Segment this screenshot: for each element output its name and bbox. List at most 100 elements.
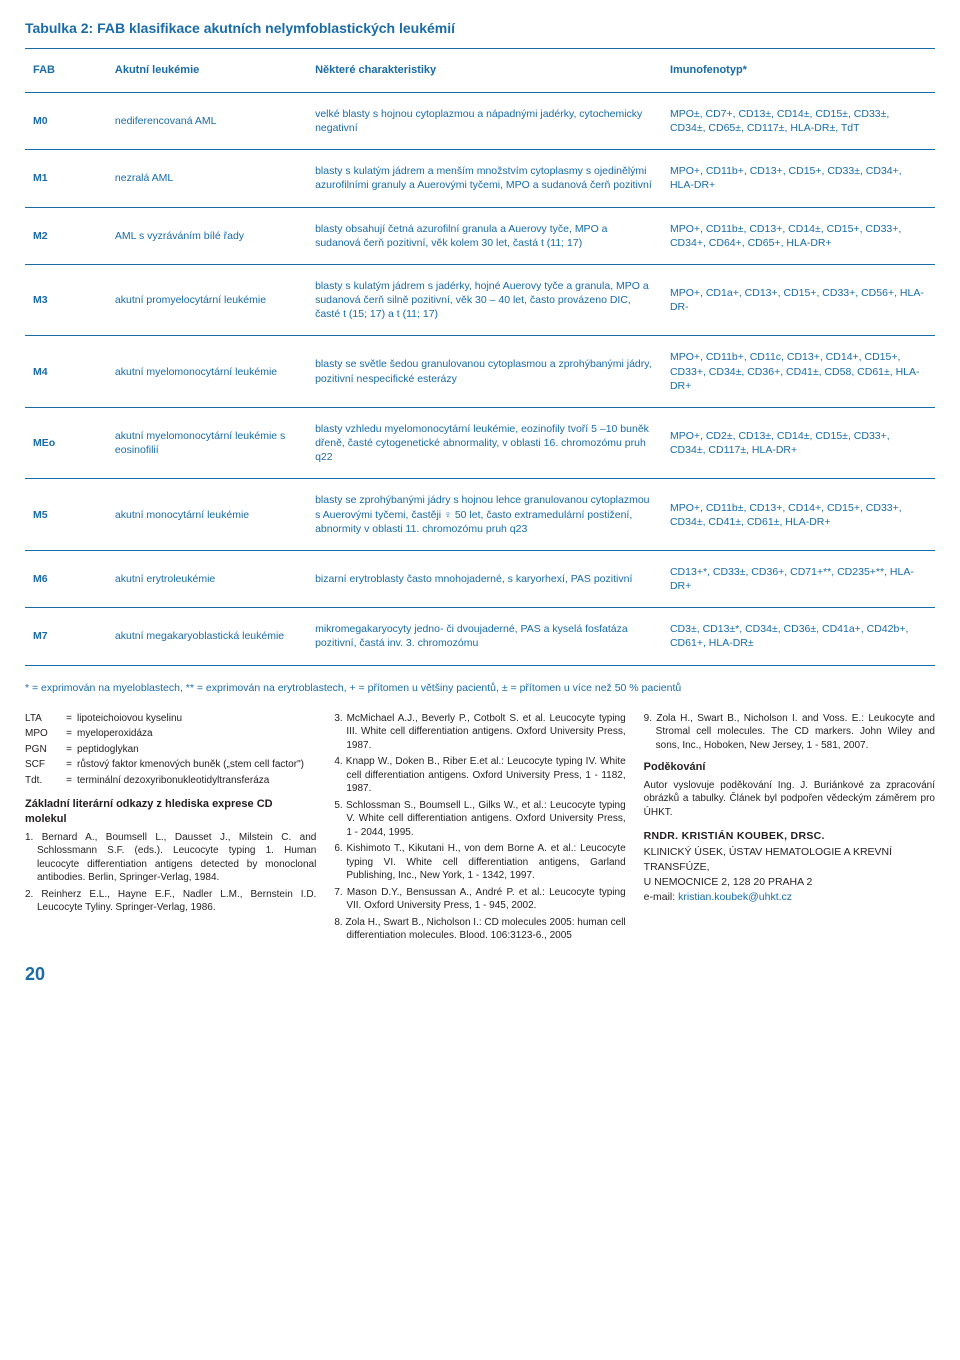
table-row: M2AML s vyzráváním bílé řadyblasty obsah… (25, 207, 935, 264)
abbr-row: MPO=myeloperoxidáza (25, 727, 316, 741)
table-cell: M7 (25, 608, 107, 665)
ack-body: Autor vyslovuje poděkování Ing. J. Buriá… (644, 779, 935, 820)
author-email-line: e-mail: kristian.koubek@uhkt.cz (644, 890, 935, 905)
bottom-columns: LTA=lipoteichoiovou kyselinuMPO=myeloper… (25, 712, 935, 946)
reference-item: 8. Zola H., Swart B., Nicholson I.: CD m… (334, 916, 625, 943)
reference-item: 9. Zola H., Swart B., Nicholson I. and V… (644, 712, 935, 753)
table-row: M1nezralá AMLblasty s kulatým jádrem a m… (25, 150, 935, 207)
abbr-key: PGN (25, 743, 61, 757)
abbr-key: Tdt. (25, 774, 61, 788)
abbr-row: LTA=lipoteichoiovou kyselinu (25, 712, 316, 726)
author-name: RNDR. KRISTIÁN KOUBEK, DRSC. (644, 829, 935, 844)
abbr-eq: = (61, 743, 77, 757)
column-right: 9. Zola H., Swart B., Nicholson I. and V… (644, 712, 935, 946)
abbr-key: MPO (25, 727, 61, 741)
abbr-eq: = (61, 727, 77, 741)
table-cell: blasty se zprohýbanými jádry s hojnou le… (307, 479, 662, 551)
table-row: M6akutní erytroleukémiebizarní erytrobla… (25, 550, 935, 607)
table-cell: CD3±, CD13±*, CD34±, CD36±, CD41a+, CD42… (662, 608, 935, 665)
table-cell: MPO+, CD11b+, CD13+, CD15+, CD33±, CD34+… (662, 150, 935, 207)
references-title: Základní literární odkazy z hlediska exp… (25, 797, 316, 827)
table-cell: blasty s kulatým jádrem a menším množstv… (307, 150, 662, 207)
references-left: 1. Bernard A., Boumsell L., Dausset J., … (25, 831, 316, 915)
author-affiliation: KLINICKÝ ÚSEK, ÚSTAV HEMATOLOGIE A KREVN… (644, 845, 935, 875)
table-row: M5akutní monocytární leukémieblasty se z… (25, 479, 935, 551)
table-cell: MPO+, CD2±, CD13±, CD14±, CD15±, CD33+, … (662, 407, 935, 479)
table-cell: velké blasty s hojnou cytoplazmou a nápa… (307, 92, 662, 149)
table-row: M0nediferencovaná AMLvelké blasty s hojn… (25, 92, 935, 149)
table-cell: akutní monocytární leukémie (107, 479, 307, 551)
table-cell: AML s vyzráváním bílé řady (107, 207, 307, 264)
author-address: U NEMOCNICE 2, 128 20 PRAHA 2 (644, 875, 935, 890)
table-cell: M1 (25, 150, 107, 207)
table-cell: CD13+*, CD33±, CD36+, CD71+**, CD235+**,… (662, 550, 935, 607)
table-cell: M2 (25, 207, 107, 264)
author-email-link[interactable]: kristian.koubek@uhkt.cz (678, 891, 792, 903)
fab-table: FAB Akutní leukémie Některé charakterist… (25, 48, 935, 666)
table-cell: M0 (25, 92, 107, 149)
table-cell: akutní megakaryoblastická leukémie (107, 608, 307, 665)
abbr-value: terminální dezoxyribonukleotidyltransfer… (77, 774, 316, 788)
table-cell: M3 (25, 264, 107, 336)
table-cell: M6 (25, 550, 107, 607)
table-title: Tabulka 2: FAB klasifikace akutních nely… (25, 20, 935, 36)
col-header: Některé charakteristiky (307, 49, 662, 93)
reference-item: 5. Schlossman S., Boumsell L., Gilks W.,… (334, 799, 625, 840)
col-header: FAB (25, 49, 107, 93)
abbr-eq: = (61, 712, 77, 726)
table-cell: MPO+, CD11b±, CD13+, CD14+, CD15+, CD33+… (662, 479, 935, 551)
page-number: 20 (25, 964, 935, 985)
table-row: M3akutní promyelocytární leukémieblasty … (25, 264, 935, 336)
table-cell: blasty s kulatým jádrem s jadérky, hojné… (307, 264, 662, 336)
col-header: Akutní leukémie (107, 49, 307, 93)
table-row: MEoakutní myelomonocytární leukémie s eo… (25, 407, 935, 479)
abbr-row: Tdt.=terminální dezoxyribonukleotidyltra… (25, 774, 316, 788)
reference-item: 3. McMichael A.J., Beverly P., Cotbolt S… (334, 712, 625, 753)
references-middle: 3. McMichael A.J., Beverly P., Cotbolt S… (334, 712, 625, 943)
table-header-row: FAB Akutní leukémie Některé charakterist… (25, 49, 935, 93)
abbr-value: lipoteichoiovou kyselinu (77, 712, 316, 726)
ack-title: Poděkování (644, 760, 935, 775)
table-cell: akutní myelomonocytární leukémie (107, 336, 307, 408)
table-cell: MPO+, CD11b+, CD11c, CD13+, CD14+, CD15+… (662, 336, 935, 408)
table-cell: bizarní erytroblasty často mnohojaderné,… (307, 550, 662, 607)
table-cell: nezralá AML (107, 150, 307, 207)
table-footnote: * = exprimován na myeloblastech, ** = ex… (25, 682, 935, 694)
reference-item: 6. Kishimoto T., Kikutani H., von dem Bo… (334, 842, 625, 883)
author-block: RNDR. KRISTIÁN KOUBEK, DRSC. KLINICKÝ ÚS… (644, 829, 935, 905)
table-cell: blasty obsahují četná azurofilní granula… (307, 207, 662, 264)
table-cell: mikromegakaryocyty jedno- či dvoujaderné… (307, 608, 662, 665)
table-cell: MPO+, CD1a+, CD13+, CD15+, CD33+, CD56+,… (662, 264, 935, 336)
table-cell: akutní myelomonocytární leukémie s eosin… (107, 407, 307, 479)
email-label: e-mail: (644, 891, 678, 903)
table-cell: blasty se světle šedou granulovanou cyto… (307, 336, 662, 408)
abbr-value: peptidoglykan (77, 743, 316, 757)
table-row: M7akutní megakaryoblastická leukémiemikr… (25, 608, 935, 665)
table-cell: MPO+, CD11b±, CD13+, CD14±, CD15+, CD33+… (662, 207, 935, 264)
abbreviation-list: LTA=lipoteichoiovou kyselinuMPO=myeloper… (25, 712, 316, 788)
table-cell: M5 (25, 479, 107, 551)
references-right: 9. Zola H., Swart B., Nicholson I. and V… (644, 712, 935, 753)
reference-item: 1. Bernard A., Boumsell L., Dausset J., … (25, 831, 316, 885)
reference-item: 4. Knapp W., Doken B., Riber E.et al.: L… (334, 755, 625, 796)
table-cell: MEo (25, 407, 107, 479)
table-cell: akutní promyelocytární leukémie (107, 264, 307, 336)
table-cell: MPO±, CD7+, CD13±, CD14±, CD15±, CD33±, … (662, 92, 935, 149)
abbr-value: růstový faktor kmenových buněk („stem ce… (77, 758, 316, 772)
abbr-eq: = (61, 774, 77, 788)
abbr-key: SCF (25, 758, 61, 772)
table-cell: nediferencovaná AML (107, 92, 307, 149)
reference-item: 7. Mason D.Y., Bensussan A., André P. et… (334, 886, 625, 913)
column-left: LTA=lipoteichoiovou kyselinuMPO=myeloper… (25, 712, 316, 946)
col-header: Imunofenotyp* (662, 49, 935, 93)
table-cell: M4 (25, 336, 107, 408)
column-middle: 3. McMichael A.J., Beverly P., Cotbolt S… (334, 712, 625, 946)
table-cell: akutní erytroleukémie (107, 550, 307, 607)
abbr-eq: = (61, 758, 77, 772)
table-row: M4akutní myelomonocytární leukémieblasty… (25, 336, 935, 408)
table-cell: blasty vzhledu myelomonocytární leukémie… (307, 407, 662, 479)
abbr-key: LTA (25, 712, 61, 726)
reference-item: 2. Reinherz E.L., Hayne E.F., Nadler L.M… (25, 888, 316, 915)
abbr-value: myeloperoxidáza (77, 727, 316, 741)
abbr-row: PGN=peptidoglykan (25, 743, 316, 757)
